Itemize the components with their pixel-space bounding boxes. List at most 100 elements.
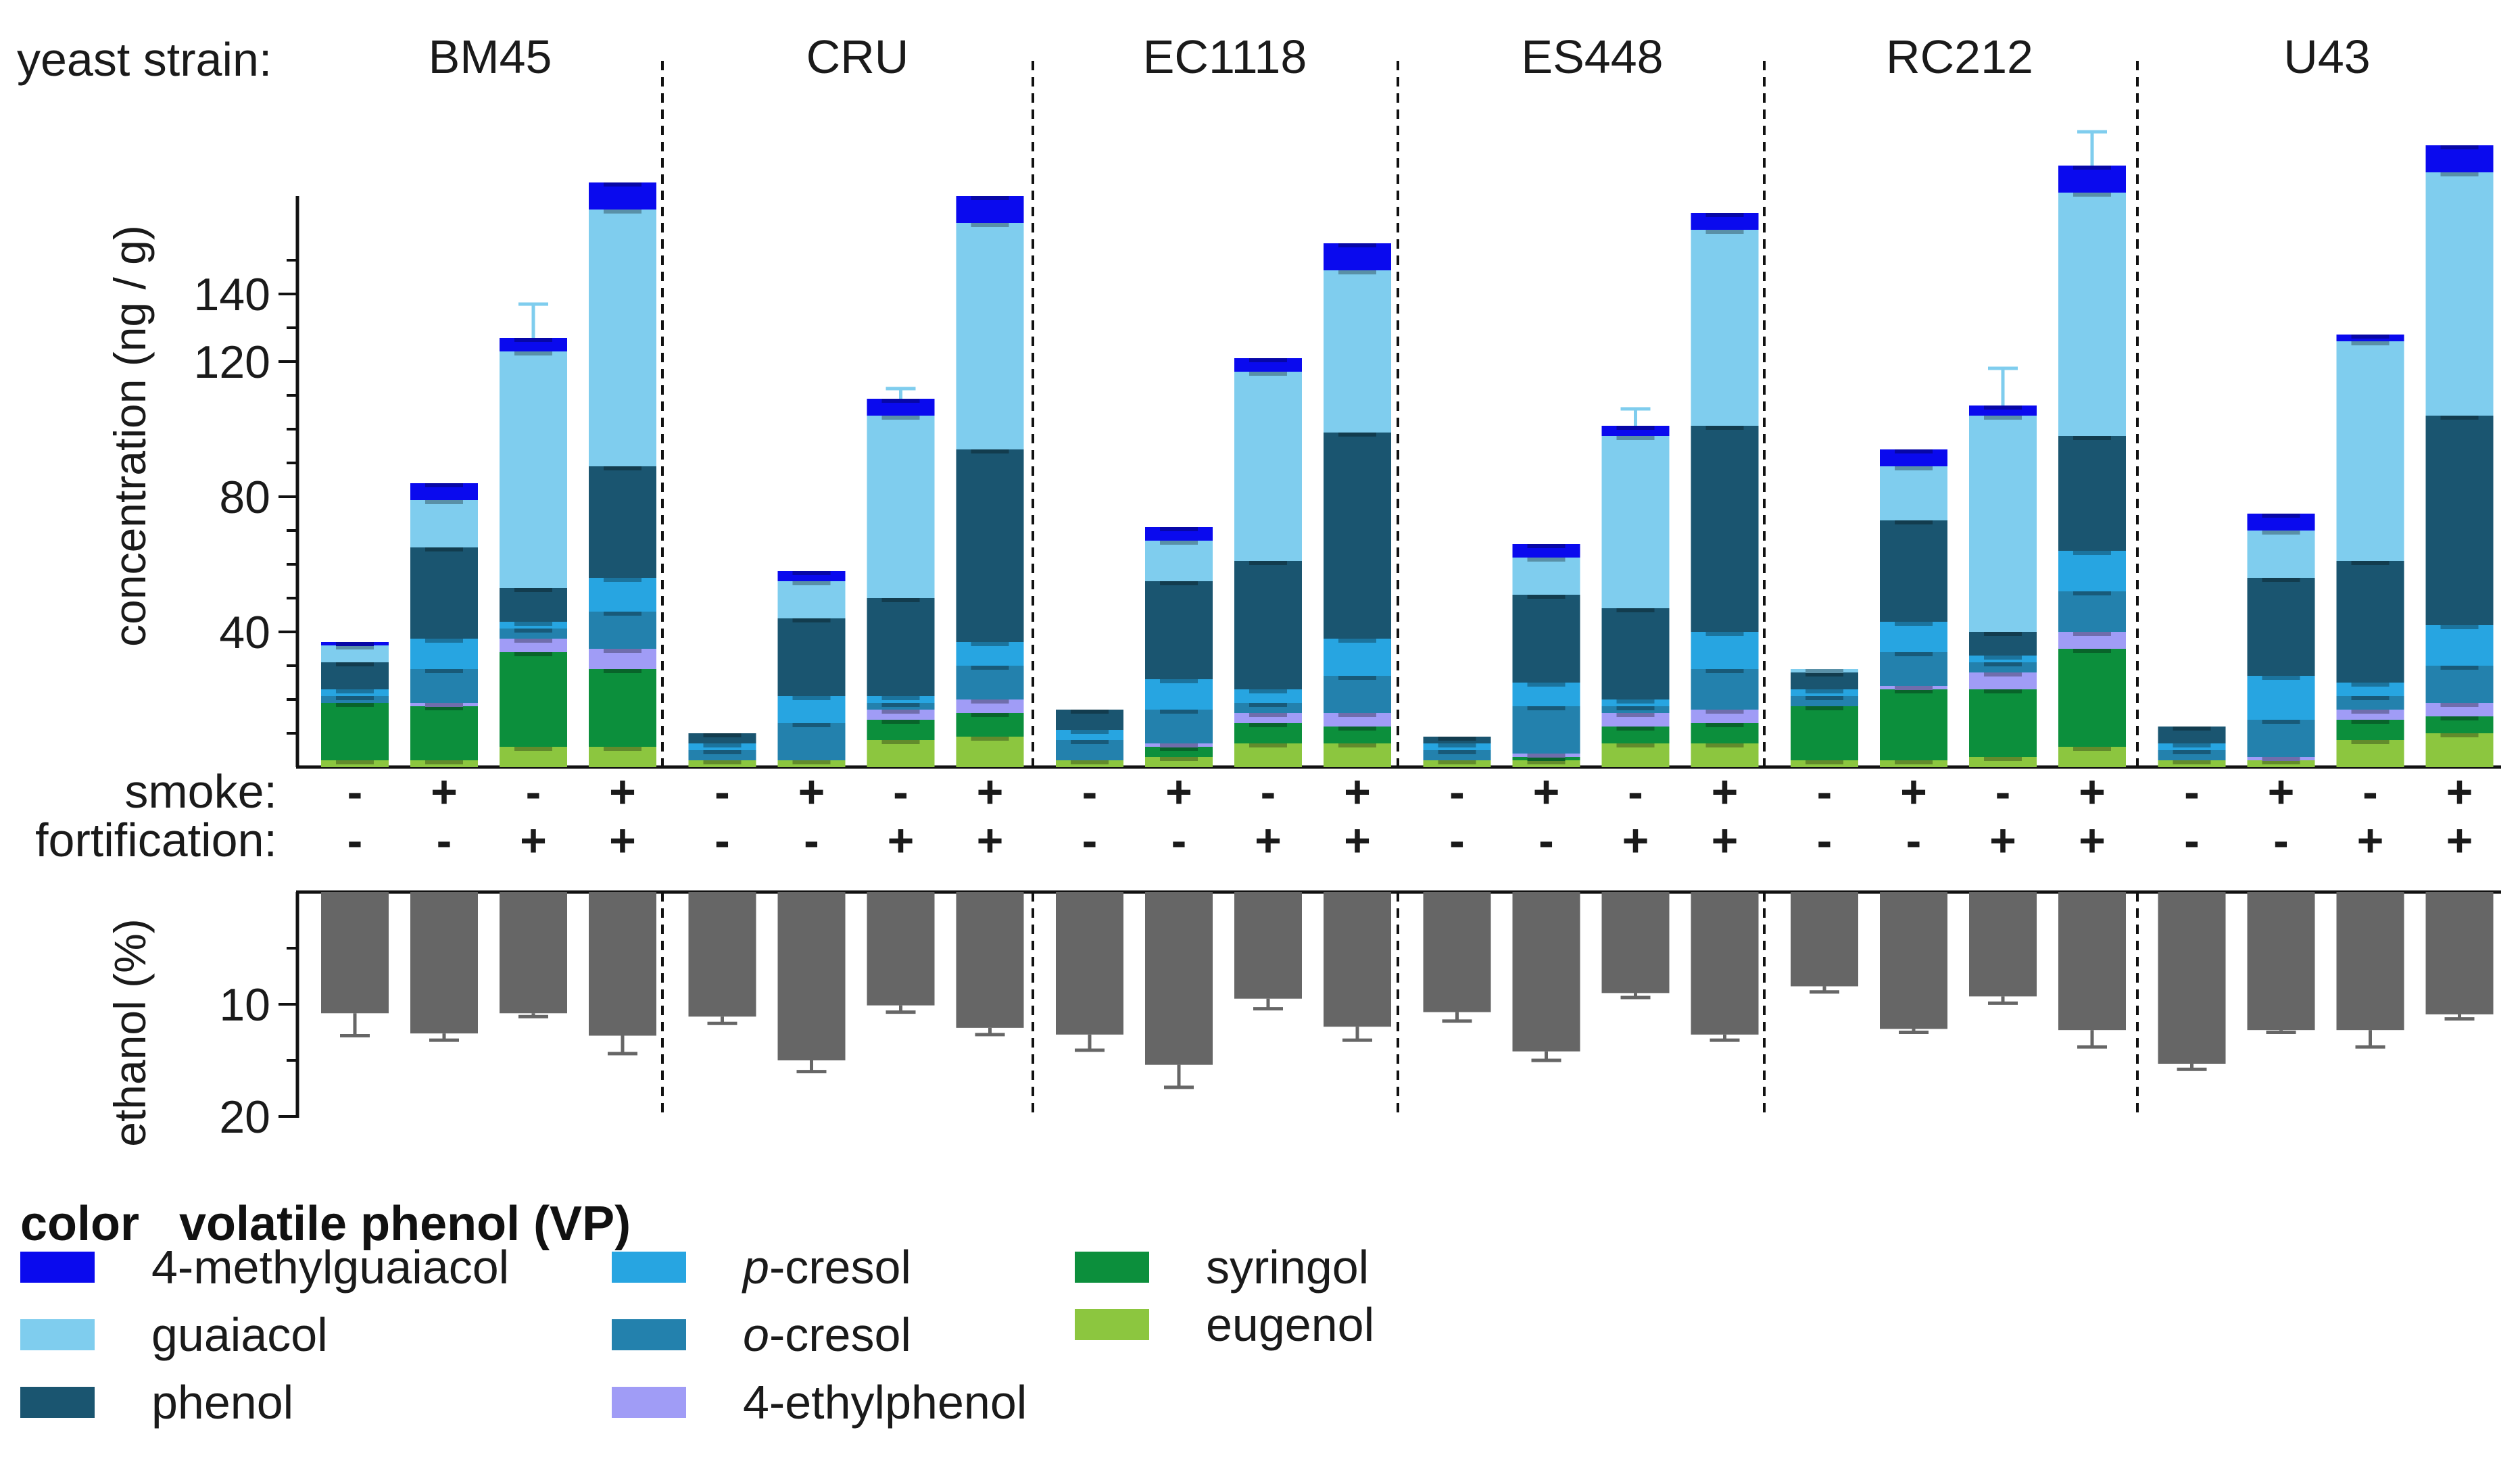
- legend-item: 4-methylguaiacol: [20, 1240, 509, 1294]
- legend-swatch: [612, 1387, 686, 1418]
- legend: color volatile phenol (VP) 4-methylguaia…: [20, 1196, 1507, 1467]
- bar-segment-o-cresol: [1324, 676, 1391, 713]
- legend-label: p-cresol: [743, 1240, 911, 1294]
- bar-segment-p-cresol: [1880, 622, 1947, 652]
- treatment-symbol: -: [1171, 815, 1187, 866]
- treatment-symbol: +: [798, 766, 825, 818]
- treatment-symbol: -: [1906, 815, 1922, 866]
- stacked-bar: [1791, 669, 1858, 767]
- ethanol-bar: [867, 892, 935, 1006]
- legend-label-text: 4-methylguaiacol: [151, 1241, 510, 1294]
- legend-swatch: [20, 1319, 95, 1350]
- bar-segment-guaiacol: [1691, 230, 1759, 426]
- ethanol-bar: [1791, 892, 1858, 987]
- legend-item: o-cresol: [612, 1308, 911, 1362]
- stacked-bar: [867, 387, 935, 767]
- stacked-bar: [2058, 130, 2126, 767]
- bar-segment-o-cresol: [2425, 666, 2494, 703]
- ethanol-bar-group: [956, 892, 1024, 1037]
- ethanol-bar-group: [2336, 892, 2404, 1049]
- treatment-symbol: -: [1082, 766, 1098, 818]
- legend-swatch: [1075, 1252, 1149, 1283]
- bar-segment-guaiacol: [2425, 172, 2494, 416]
- ethanol-bar: [1691, 892, 1759, 1035]
- treatment-symbol: -: [347, 815, 363, 866]
- treatment-symbol: +: [977, 815, 1004, 866]
- strain-label: RC212: [1886, 30, 2033, 83]
- ethanol-bar-group: [321, 892, 389, 1037]
- bar-segment-p-cresol: [1691, 632, 1759, 669]
- top-y-axis-title: concentration (ng / g): [105, 225, 155, 647]
- bar-segment-guaiacol: [2247, 531, 2315, 578]
- stacked-bar: [321, 642, 389, 767]
- ethanol-bar-group: [1969, 892, 2037, 1005]
- treatment-symbol: -: [2184, 815, 2200, 866]
- treatment-symbol: -: [437, 815, 452, 866]
- bar-segment-phenol: [1691, 426, 1759, 632]
- bar-segment-syringol: [2058, 649, 2126, 747]
- legend-label-text: syringol: [1206, 1241, 1370, 1294]
- bar-segment-eugenol: [867, 740, 935, 767]
- ethanol-bar: [956, 892, 1024, 1028]
- top-y-tick-label: 140: [194, 269, 270, 320]
- ethanol-bar: [410, 892, 478, 1034]
- treatment-symbol: +: [1165, 766, 1192, 818]
- legend-label: guaiacol: [151, 1308, 328, 1362]
- treatment-symbol: +: [1989, 815, 2016, 866]
- treatment-symbol: +: [520, 815, 547, 866]
- treatment-symbol: -: [714, 766, 730, 818]
- bar-segment-syringol: [321, 703, 389, 760]
- treatment-symbol: -: [1817, 766, 1833, 818]
- bar-segment-phenol: [867, 598, 935, 696]
- stacked-bar: [1234, 358, 1302, 767]
- legend-swatch: [1075, 1309, 1149, 1340]
- legend-swatch: [612, 1252, 686, 1283]
- legend-swatch: [20, 1387, 95, 1418]
- strain-axis-label: yeast strain:: [17, 33, 272, 86]
- ethanol-bar-group: [1791, 892, 1858, 994]
- bar-segment-4-methylguaiacol: [956, 196, 1024, 223]
- stacked-bar: [1969, 366, 2037, 767]
- bar-segment-guaiacol: [1880, 466, 1947, 520]
- treatment-symbol: -: [1449, 815, 1465, 866]
- bar-segment-phenol: [1145, 581, 1213, 679]
- bar-segment-eugenol: [956, 737, 1024, 767]
- legend-swatch: [612, 1319, 686, 1350]
- stacked-bar: [410, 483, 478, 767]
- treatment-symbol: -: [2184, 766, 2200, 818]
- ethanol-bar: [2336, 892, 2404, 1031]
- legend-item: 4-ethylphenol: [612, 1375, 1027, 1429]
- ethanol-bar-group: [1324, 892, 1391, 1042]
- ethanol-bar: [1512, 892, 1580, 1052]
- bar-segment-phenol: [956, 449, 1024, 642]
- bar-segment-4-methylguaiacol: [1324, 243, 1391, 270]
- stacked-bar: [2158, 727, 2226, 767]
- stacked-bar: [500, 302, 567, 767]
- treatment-symbol: -: [1995, 766, 2011, 818]
- ethanol-bar: [1234, 892, 1302, 999]
- bottom-y-tick-label: 10: [219, 979, 270, 1031]
- treatment-symbol: +: [1622, 815, 1649, 866]
- legend-label: 4-ethylphenol: [743, 1375, 1027, 1429]
- bar-segment-phenol: [1234, 561, 1302, 689]
- axes-layer: [278, 61, 2501, 1118]
- bar-segment-o-cresol: [1691, 669, 1759, 710]
- legend-label-text: guaiacol: [151, 1308, 328, 1361]
- ethanol-bar-group: [2158, 892, 2226, 1071]
- ethanol-bar-group: [2425, 892, 2494, 1021]
- treatment-symbol: +: [1255, 815, 1282, 866]
- bar-segment-phenol: [2336, 561, 2404, 683]
- bar-segment-syringol: [1791, 706, 1858, 760]
- strain-label: EC1118: [1143, 30, 1307, 83]
- legend-item: syringol: [1075, 1240, 1369, 1294]
- treatment-symbol: +: [609, 766, 636, 818]
- stacked-bar: [1512, 544, 1580, 767]
- bar-segment-phenol: [321, 662, 389, 689]
- stacked-bar: [2247, 514, 2315, 767]
- treatment-symbol: +: [1344, 766, 1371, 818]
- legend-label-text: -cresol: [769, 1308, 911, 1361]
- legend-label-italic-prefix: p: [743, 1241, 769, 1294]
- bar-segment-syringol: [410, 706, 478, 760]
- top-y-tick-label: 80: [219, 472, 270, 523]
